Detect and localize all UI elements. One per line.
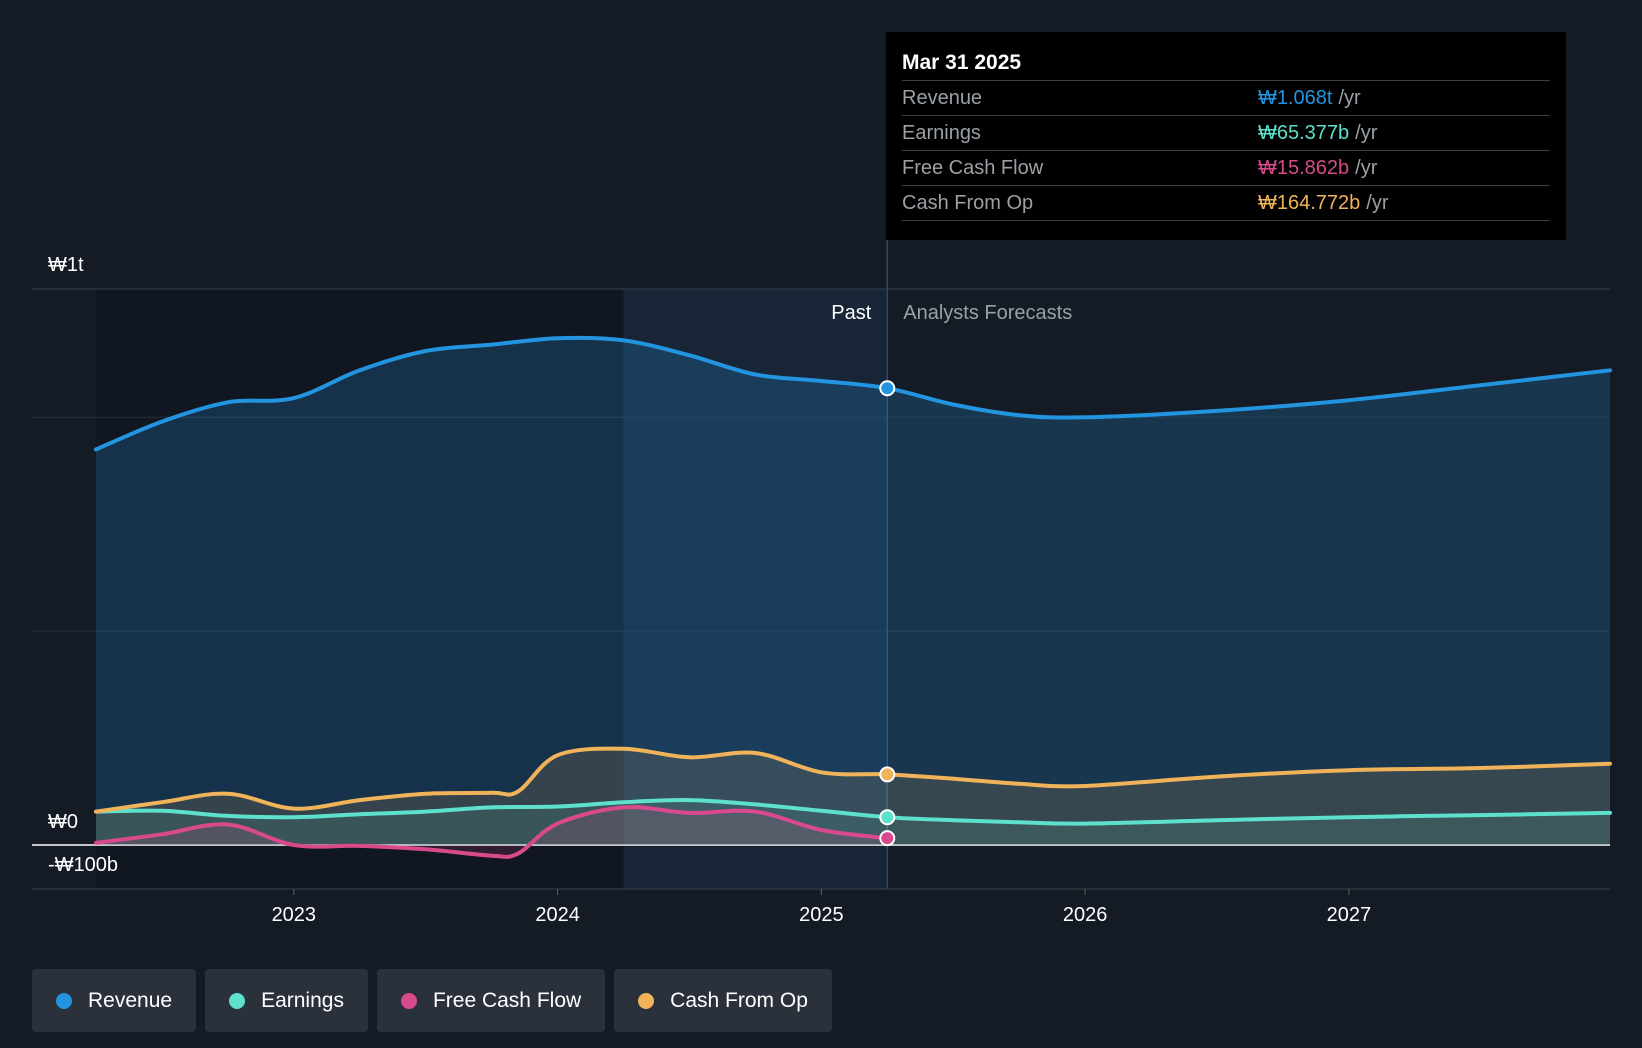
highlight-region — [623, 289, 888, 889]
legend-label: Cash From Op — [670, 988, 808, 1012]
tooltip-row-revenue: Revenue ₩1.068t /yr — [902, 80, 1550, 115]
tooltip-row-earnings: Earnings ₩65.377b /yr — [902, 115, 1550, 150]
legend: Revenue Earnings Free Cash Flow Cash Fro… — [32, 969, 832, 1032]
free-cash-flow-area — [96, 807, 888, 857]
cash-from-op-line — [94, 746, 1612, 814]
tooltip-date: Mar 31 2025 — [902, 51, 1022, 74]
x-tick-label: 2026 — [1063, 904, 1108, 926]
x-tick-label: 2024 — [535, 904, 580, 926]
tooltip-label: Free Cash Flow — [902, 156, 1044, 179]
tooltip-row-cash-from-op: Cash From Op ₩164.772b /yr — [902, 185, 1550, 221]
y-label-bottom: -₩100b — [48, 854, 118, 876]
revenue-line — [94, 335, 1612, 452]
tooltip-value: ₩164.772b — [1258, 191, 1361, 214]
tooltip-unit: /yr — [1366, 191, 1389, 214]
earnings-line — [94, 798, 1612, 826]
legend-item-earnings[interactable]: Earnings — [205, 969, 368, 1032]
earnings-area — [96, 800, 1610, 845]
x-tick-label: 2023 — [272, 904, 317, 926]
legend-item-free-cash-flow[interactable]: Free Cash Flow — [376, 969, 606, 1032]
revenue-marker — [879, 380, 896, 397]
tooltip-label: Revenue — [902, 86, 983, 109]
y-label-zero: ₩0 — [48, 811, 78, 833]
y-label-top: ₩1t — [48, 254, 84, 276]
tooltip-value: ₩1.068t — [1258, 86, 1333, 109]
free-cash-flow-marker — [879, 830, 896, 847]
earnings-marker — [879, 809, 896, 826]
tooltip-unit: /yr — [1355, 156, 1378, 179]
tooltip-value: ₩65.377b — [1258, 121, 1350, 144]
legend-dot-icon — [400, 992, 417, 1009]
x-tick-label: 2027 — [1327, 904, 1372, 926]
forecast-label: Analysts Forecasts — [903, 302, 1072, 324]
x-tick-label: 2025 — [799, 904, 844, 926]
legend-label: Earnings — [261, 988, 344, 1012]
revenue-area — [96, 337, 1610, 845]
tooltip-value: ₩15.862b — [1258, 156, 1350, 179]
cash-from-op-marker — [879, 766, 896, 783]
legend-dot-icon — [638, 992, 655, 1009]
legend-item-cash-from-op[interactable]: Cash From Op — [614, 969, 832, 1032]
legend-dot-icon — [229, 992, 246, 1009]
past-label: Past — [831, 302, 871, 324]
tooltip-unit: /yr — [1338, 86, 1361, 109]
tooltip-unit: /yr — [1355, 121, 1378, 144]
past-region — [96, 289, 624, 889]
tooltip-label: Earnings — [902, 121, 981, 144]
tooltip: Mar 31 2025 Revenue ₩1.068t /yr Earnings… — [886, 32, 1566, 240]
legend-dot-icon — [56, 992, 72, 1009]
free-cash-flow-line — [94, 805, 890, 859]
legend-item-revenue[interactable]: Revenue — [32, 969, 197, 1032]
legend-label: Free Cash Flow — [432, 988, 582, 1012]
tooltip-label: Cash From Op — [902, 191, 1034, 214]
tooltip-row-free-cash-flow: Free Cash Flow ₩15.862b /yr — [902, 150, 1550, 185]
legend-label: Revenue — [88, 988, 173, 1012]
